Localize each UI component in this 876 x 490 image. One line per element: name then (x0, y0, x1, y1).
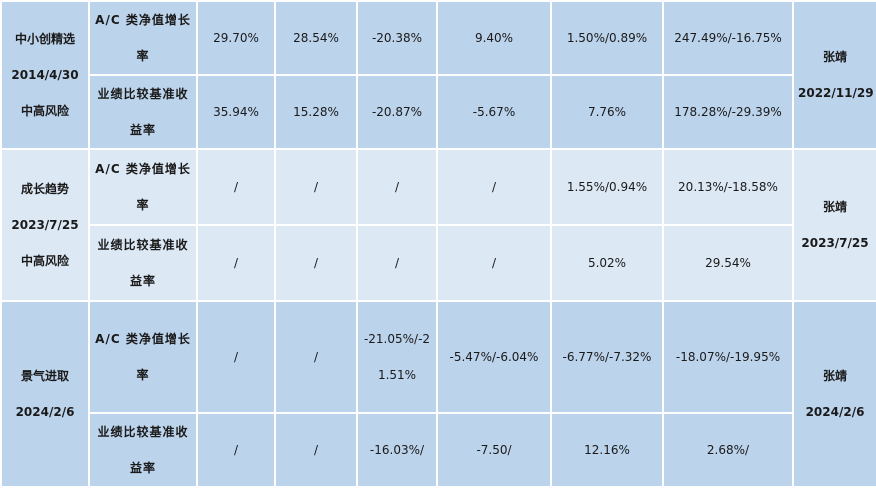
table-cell: -20.87% (356, 74, 438, 150)
table-cell: / (196, 148, 276, 226)
table-cell: 12.16% (550, 412, 664, 488)
table-cell: -21.05%/-21.51% (356, 300, 438, 414)
table-cell: -5.67% (436, 74, 552, 150)
table-cell: 9.40% (436, 0, 552, 76)
table-cell: / (274, 148, 358, 226)
fund-risk-level: 中高风险 (20, 104, 69, 118)
table-cell: 29.70% (196, 0, 276, 76)
table-cell: / (196, 224, 276, 302)
row-label: 业绩比较基准收益率 (88, 412, 198, 488)
manager-date: 2024/2/6 (805, 405, 865, 419)
table-cell: / (196, 300, 276, 414)
manager-cell: 张靖 2024/2/6 (792, 300, 876, 488)
table-cell: / (356, 224, 438, 302)
table-cell: 15.28% (274, 74, 358, 150)
row-label: A/C 类净值增长率 (88, 0, 198, 76)
row-label: 业绩比较基准收益率 (88, 74, 198, 150)
table-cell: -20.38% (356, 0, 438, 76)
manager-name: 张靖 (822, 369, 847, 383)
table-cell: -5.47%/-6.04% (436, 300, 552, 414)
table-row: 中小创精选 2014/4/30 中高风险 A/C 类净值增长率 29.70% 2… (0, 0, 876, 150)
table-row: 业绩比较基准收益率 / / / / 5.02% 29.54% (1, 224, 876, 302)
table-cell: 28.54% (274, 0, 358, 76)
fund-name: 景气进取 (20, 369, 69, 383)
table-cell: 247.49%/-16.75% (662, 0, 794, 76)
row-label: A/C 类净值增长率 (88, 148, 198, 226)
table-cell: / (274, 412, 358, 488)
table-cell: / (356, 148, 438, 226)
table-cell: / (436, 148, 552, 226)
table-cell: 2.68%/ (662, 412, 794, 488)
table-cell: -18.07%/-19.95% (662, 300, 794, 414)
manager-name: 张靖 (822, 200, 847, 214)
table-cell: -6.77%/-7.32% (550, 300, 664, 414)
fund-name-cell: 中小创精选 2014/4/30 中高风险 (0, 0, 90, 150)
table-cell: 20.13%/-18.58% (662, 148, 794, 226)
table-cell: 1.50%/0.89% (550, 0, 664, 76)
manager-cell: 张靖 2023/7/25 (792, 148, 876, 302)
table-cell: 29.54% (662, 224, 794, 302)
fund-name-cell: 成长趋势 2023/7/25 中高风险 (0, 148, 90, 302)
table-cell: / (274, 224, 358, 302)
table-row: 成长趋势 2023/7/25 中高风险 A/C 类净值增长率 / / / / 1… (0, 148, 876, 302)
fund-name: 成长趋势 (20, 182, 69, 196)
fund-name-cell: 景气进取 2024/2/6 (0, 300, 90, 488)
table-row: 业绩比较基准收益率 / / -16.03%/ -7.50/ 12.16% 2.6… (1, 412, 876, 488)
fund-risk-level: 中高风险 (20, 254, 69, 268)
fund-inception-date: 2014/4/30 (11, 68, 79, 82)
fund-name: 中小创精选 (14, 32, 75, 46)
table-cell: / (274, 300, 358, 414)
table-cell: / (196, 412, 276, 488)
table-row: 业绩比较基准收益率 35.94% 15.28% -20.87% -5.67% 7… (1, 74, 876, 150)
table-cell: 178.28%/-29.39% (662, 74, 794, 150)
manager-cell: 张靖 2022/11/29 (792, 0, 876, 150)
manager-date: 2022/11/29 (798, 86, 874, 100)
fund-inception-date: 2023/7/25 (11, 218, 79, 232)
manager-date: 2023/7/25 (801, 236, 869, 250)
row-label: A/C 类净值增长率 (88, 300, 198, 414)
table-cell: 7.76% (550, 74, 664, 150)
table-cell: 35.94% (196, 74, 276, 150)
table-cell: 5.02% (550, 224, 664, 302)
table-row: 景气进取 2024/2/6 A/C 类净值增长率 / / -21.05%/-21… (0, 300, 876, 488)
table-cell: 1.55%/0.94% (550, 148, 664, 226)
fund-inception-date: 2024/2/6 (15, 405, 75, 419)
row-label: 业绩比较基准收益率 (88, 224, 198, 302)
table-cell: / (436, 224, 552, 302)
table-cell: -16.03%/ (356, 412, 438, 488)
table-cell: -7.50/ (436, 412, 552, 488)
manager-name: 张靖 (822, 50, 847, 64)
